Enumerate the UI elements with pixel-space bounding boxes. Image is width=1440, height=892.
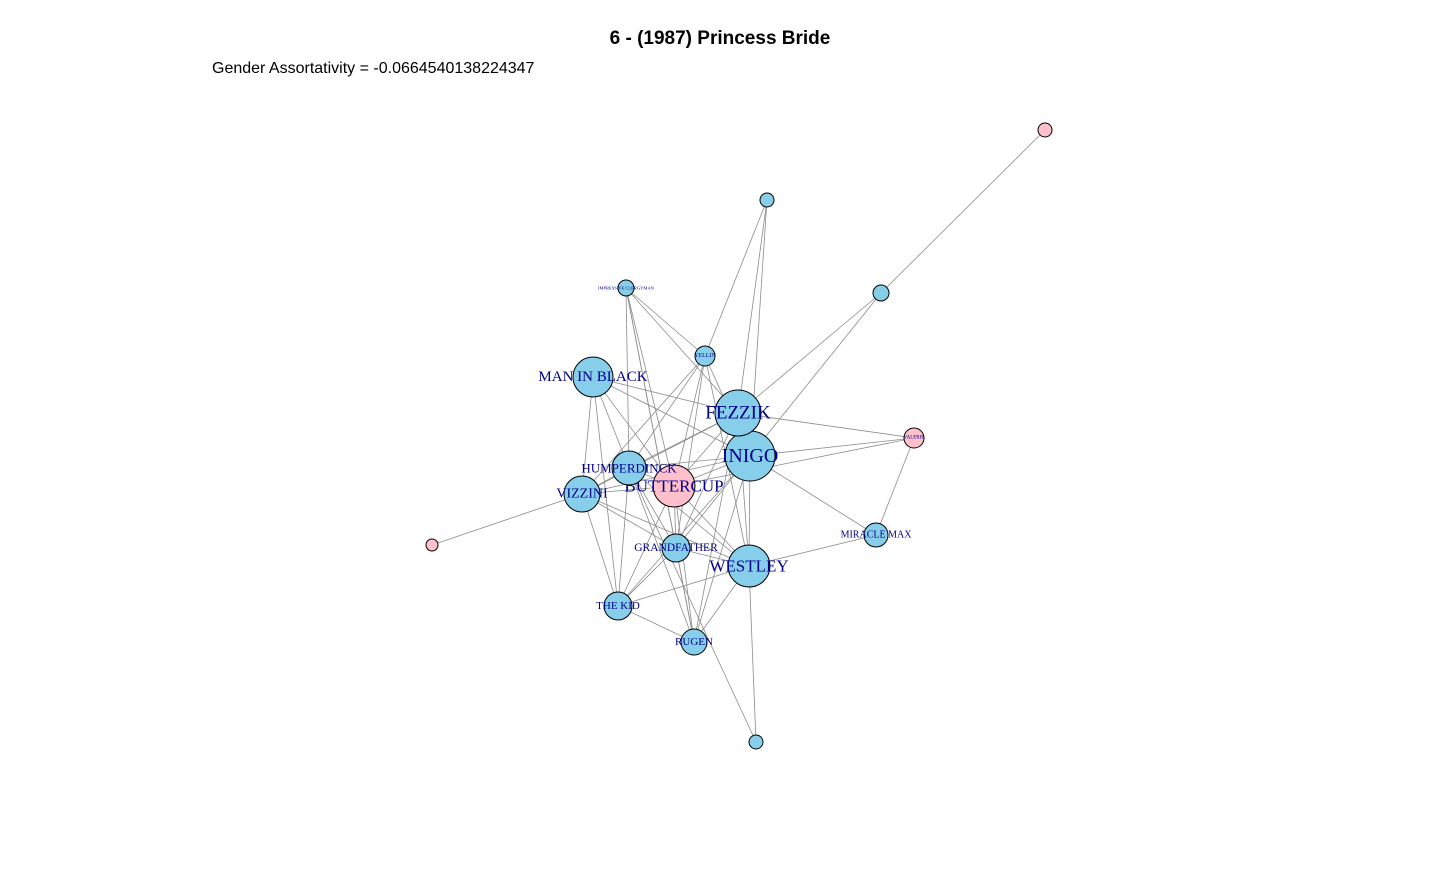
edge-top-yellin: [704, 199, 768, 357]
node-label-miraclemax: MIRACLE MAX: [841, 530, 913, 541]
node-yellin: YELLIN: [694, 345, 716, 367]
node-label-grandfather: GRANDFATHER: [634, 542, 718, 554]
node-humperdinck: HUMPERDINCK: [581, 450, 677, 486]
node-circle-yellin: [694, 345, 716, 367]
node-maninblack: MAN IN BLACK: [538, 356, 648, 398]
node-circle-top: [759, 192, 775, 208]
node-label-yellin: YELLIN: [694, 353, 716, 359]
edge-inigo-valerie: [749, 437, 915, 457]
edge-impressive-yellin: [625, 287, 706, 357]
edge-valerie-buttercup: [673, 437, 915, 487]
node-impressive: IMPRESSIVE CLERGYMAN: [598, 279, 655, 297]
node-layer: INIGO FEZZIK WESTLEY BUTTERCUP MAN IN BLACK H…: [425, 122, 1053, 750]
edge-fezzik-grandfather: [675, 412, 739, 549]
edge-yellin-humperdinck: [628, 355, 706, 469]
node-thekid: THE KID: [596, 591, 640, 621]
edge-yellin-grandfather: [675, 355, 706, 549]
node-valerie: VALERIE: [903, 427, 925, 449]
node-circle-westley: [727, 544, 771, 588]
node-label-buttercup: BUTTERCUP: [624, 477, 723, 496]
node-circle-grandfather: [661, 533, 691, 563]
node-circle-humperdinck: [611, 450, 647, 486]
edge-maninblack-inigo: [592, 376, 751, 457]
edge-westley-miraclemax: [748, 534, 877, 567]
node-label-vizzini: VIZZINI: [556, 487, 608, 502]
edge-inigo-thekid: [617, 455, 751, 607]
chart-title: 6 - (1987) Princess Bride: [609, 28, 831, 49]
node-westley: WESTLEY: [709, 544, 789, 588]
node-label-impressive: IMPRESSIVE CLERGYMAN: [598, 286, 655, 291]
edge-yellin-buttercup: [673, 355, 706, 487]
node-label-rugen: RUGEN: [675, 636, 713, 648]
node-label-humperdinck: HUMPERDINCK: [581, 461, 677, 476]
edge-impressive-fezzik: [625, 287, 739, 414]
edge-maninblack-thekid: [592, 376, 619, 607]
edge-right-inigo: [749, 292, 882, 457]
node-miraclemax: MIRACLE MAX: [841, 522, 913, 548]
node-circle-rugen: [680, 628, 708, 656]
node-grandfather: GRANDFATHER: [634, 533, 718, 563]
edge-yellin-vizzini: [581, 355, 706, 495]
node-label-valerie: VALERIE: [904, 436, 925, 441]
node-label-westley: WESTLEY: [709, 557, 788, 576]
node-bottom: [748, 734, 764, 750]
node-circle-fezzik: [714, 389, 762, 437]
node-circle-farright: [1037, 122, 1053, 138]
node-label-thekid: THE KID: [596, 600, 640, 612]
node-label-fezzik: FEZZIK: [705, 403, 771, 424]
node-right: [872, 284, 890, 302]
edge-grandfather-rugen: [675, 547, 695, 643]
edge-impressive-buttercup: [625, 287, 675, 487]
edge-buttercup-thekid: [617, 485, 675, 607]
edge-fezzik-valerie: [737, 412, 915, 439]
edge-impressive-humperdinck: [625, 287, 630, 469]
edge-farright-right: [880, 129, 1046, 294]
node-circle-miraclemax: [863, 522, 889, 548]
node-circle-buttercup: [652, 464, 696, 508]
node-circle-maninblack: [572, 356, 614, 398]
node-circle-impressive: [617, 279, 635, 297]
node-circle-leftf: [425, 538, 439, 552]
node-rugen: RUGEN: [675, 628, 713, 656]
edge-valerie-miraclemax: [875, 437, 915, 536]
edge-humperdinck-rugen: [628, 467, 695, 643]
edge-humperdinck-thekid: [617, 467, 630, 607]
node-label-inigo: INIGO: [722, 445, 779, 467]
node-circle-thekid: [603, 591, 633, 621]
edge-humperdinck-bottom: [628, 467, 757, 743]
node-circle-right: [872, 284, 890, 302]
node-fezzik: FEZZIK: [705, 389, 771, 437]
node-inigo: INIGO: [722, 430, 779, 482]
node-farright: [1037, 122, 1053, 138]
edge-buttercup-rugen: [673, 485, 695, 643]
edge-maninblack-fezzik: [592, 376, 739, 414]
node-circle-valerie: [903, 427, 925, 449]
node-vizzini: VIZZINI: [556, 475, 608, 513]
node-circle-bottom: [748, 734, 764, 750]
edge-westley-bottom: [748, 565, 757, 743]
node-circle-vizzini: [563, 475, 601, 513]
edge-top-fezzik: [737, 199, 768, 414]
edge-vizzini-leftf: [431, 493, 583, 546]
node-leftf: [425, 538, 439, 552]
edge-right-fezzik: [737, 292, 882, 414]
node-buttercup: BUTTERCUP: [624, 464, 724, 508]
edge-inigo-rugen: [693, 455, 751, 643]
node-label-maninblack: MAN IN BLACK: [538, 369, 647, 385]
node-top: [759, 192, 775, 208]
edge-fezzik-vizzini: [581, 412, 739, 495]
edge-westley-humperdinck: [628, 467, 750, 567]
edge-vizzini-thekid: [581, 493, 619, 607]
gender-assortativity-text: Gender Assortativity = -0.06645401382243…: [212, 60, 535, 77]
edge-maninblack-buttercup: [592, 376, 675, 487]
